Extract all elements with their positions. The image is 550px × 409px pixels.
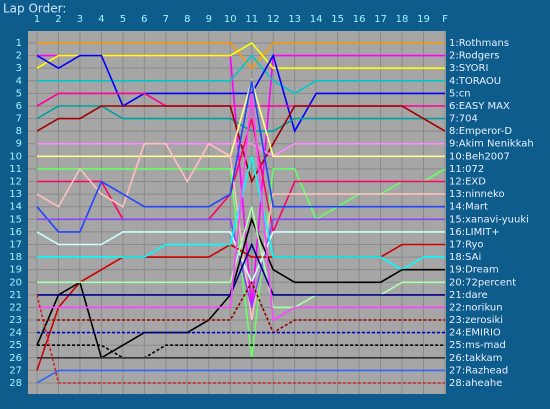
chart-title: Lap Order: — [3, 2, 66, 16]
legend-label: 23:zerosiki — [449, 315, 503, 326]
y-tick-label: 8 — [16, 126, 22, 137]
y-tick-label: 18 — [9, 252, 22, 263]
legend-label: 18:SAi — [449, 252, 481, 263]
legend-label: 17:Ryo — [449, 239, 484, 250]
series-line — [37, 344, 445, 359]
legend-label: 1:Rothmans — [449, 38, 509, 49]
legend-label: 10:Beh2007 — [449, 151, 510, 162]
y-tick-label: 24 — [9, 328, 22, 339]
y-tick-label: 10 — [9, 151, 22, 162]
legend-label: 11:072 — [449, 164, 484, 175]
y-tick-label: 2 — [16, 51, 22, 62]
series-line — [37, 218, 445, 308]
legend-label: 8:Emperor-D — [449, 126, 512, 137]
series-line — [36, 105, 445, 132]
x-tick-label: 8 — [184, 14, 190, 25]
y-tick-label: 23 — [9, 315, 22, 326]
series-line — [36, 216, 445, 360]
legend-label: 3:SYORI — [449, 63, 488, 74]
y-tick-label: 16 — [9, 227, 22, 238]
y-tick-label: 20 — [9, 277, 22, 288]
legend-label: 24:EMIRIO — [449, 328, 501, 339]
legend-label: 26:takkam — [449, 353, 502, 364]
y-tick-label: 14 — [9, 202, 22, 213]
legend-label: 6:EASY MAX — [449, 101, 510, 112]
y-tick-label: 7 — [16, 114, 22, 125]
legend-label: 7:704 — [449, 114, 478, 125]
legend-label: 21:dare — [449, 290, 488, 301]
y-tick-label: 15 — [9, 214, 22, 225]
legend-label: 5:cn — [449, 88, 471, 99]
x-tick-label: 5 — [120, 14, 126, 25]
legend-label: 22:norikun — [449, 302, 503, 313]
y-tick-label: 9 — [16, 139, 22, 150]
legend-label: 15:xanavi-yuuki — [449, 214, 529, 225]
legend-label: 9:Akim Nenikkah — [449, 139, 534, 150]
legend-label: 13:ninneko — [449, 189, 505, 200]
y-tick-label: 3 — [16, 63, 22, 74]
x-tick-label: 13 — [288, 14, 301, 25]
x-tick-label: 17 — [374, 14, 387, 25]
legend-label: 25:ms-mad — [449, 340, 506, 351]
legend-label: 27:Razhead — [449, 365, 508, 376]
y-tick-label: 25 — [9, 340, 22, 351]
x-tick-label: F — [442, 14, 448, 25]
x-tick-label: 15 — [331, 14, 344, 25]
x-tick-label: 3 — [77, 14, 83, 25]
x-tick-label: 18 — [396, 14, 409, 25]
y-tick-label: 12 — [9, 177, 22, 188]
legend-label: 20:72percent — [449, 277, 516, 288]
x-tick-label: 16 — [353, 14, 366, 25]
series-line — [37, 142, 445, 158]
legend-label: 14:Mart — [449, 202, 488, 213]
legend-label: 12:EXD — [449, 177, 486, 188]
y-tick-label: 5 — [16, 88, 22, 99]
y-tick-label: 26 — [9, 353, 22, 364]
series-line — [36, 53, 445, 134]
y-tick-label: 11 — [9, 164, 22, 175]
x-tick-label: 6 — [141, 14, 147, 25]
y-tick-label: 4 — [16, 76, 22, 87]
x-tick-label: 7 — [163, 14, 169, 25]
y-tick-label: 13 — [9, 189, 22, 200]
y-tick-label: 17 — [9, 239, 22, 250]
x-tick-label: 2 — [55, 14, 61, 25]
x-tick-label: 14 — [310, 14, 323, 25]
series-line — [37, 242, 445, 296]
y-tick-label: 22 — [9, 302, 22, 313]
x-tick-label: 1 — [34, 14, 40, 25]
series-line — [37, 280, 445, 334]
y-tick-label: 19 — [9, 265, 22, 276]
series-line — [37, 42, 445, 70]
series-line — [36, 369, 445, 384]
legend-label: 28:aheahe — [449, 378, 502, 389]
x-tick-label: 4 — [98, 14, 104, 25]
x-tick-label: 10 — [224, 14, 237, 25]
legend-label: 16:LIMIT+ — [449, 227, 500, 238]
x-tick-label: 9 — [206, 14, 212, 25]
series-line — [36, 41, 445, 69]
legend-label: 2:Rodgers — [449, 51, 500, 62]
series-line — [37, 93, 445, 322]
y-tick-label: 6 — [16, 101, 22, 112]
series-line — [37, 77, 445, 158]
y-tick-label: 21 — [9, 290, 22, 301]
series-line — [36, 142, 445, 321]
y-tick-label: 1 — [16, 38, 22, 49]
series-line — [37, 118, 445, 235]
series-line — [36, 80, 445, 233]
legend-label: 4:TORAOU — [449, 76, 501, 87]
x-tick-label: 19 — [417, 14, 430, 25]
x-tick-label: 12 — [267, 14, 280, 25]
y-tick-label: 28 — [9, 378, 22, 389]
legend-label: 19:Dream — [449, 265, 499, 276]
y-tick-label: 27 — [9, 365, 22, 376]
series-line — [36, 294, 445, 384]
x-tick-label: 11 — [245, 14, 258, 25]
series-line — [37, 54, 445, 95]
